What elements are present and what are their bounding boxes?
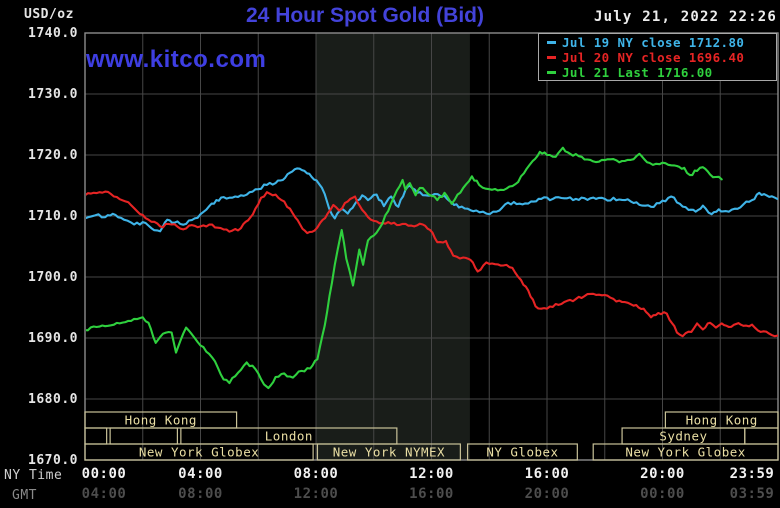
x-tick-label-gmt: 20:00 [524,486,570,502]
y-axis-label: 1710.0 [28,209,78,224]
y-axis-label: 1700.0 [28,270,78,285]
x-tick-label-ny: 16:00 [524,466,570,482]
ny-time-axis-label: NY Time [4,468,63,483]
price-line-2 [86,190,778,338]
legend-entry-label: Jul 19 NY close 1712.80 [562,35,745,50]
legend-color-dash-icon [547,41,556,44]
legend-entry: Jul 19 NY close 1712.80 [539,35,776,50]
session-label: NY Globex [486,445,558,460]
session-box: New York Globex [84,443,314,461]
y-axis-label: 1730.0 [28,87,78,102]
legend-color-dash-icon [547,56,556,59]
y-axis-label: 1740.0 [28,26,78,41]
session-box: New York Globex [592,443,779,461]
session-label: New York Globex [625,445,745,460]
session-box: NY Globex [466,443,578,461]
x-tick-label-gmt: 16:00 [409,486,454,502]
y-axis-label: 1720.0 [28,148,78,163]
session-label: New York Globex [139,445,259,460]
y-axis-label: 1680.0 [28,392,78,407]
gmt-axis-label: GMT [12,488,37,503]
legend-entry-label: Jul 21 Last 1716.00 [562,65,713,80]
legend: Jul 19 NY close 1712.80 Jul 20 NY close 1… [538,33,777,81]
x-tick-label-ny: 12:00 [409,466,454,482]
x-tick-label-ny: 04:00 [178,466,223,482]
timestamp: July 21, 2022 22:26 [594,9,777,25]
x-tick-label-gmt: 12:00 [293,486,339,502]
legend-entry: Jul 20 NY close 1696.40 [539,50,776,65]
session-label: Hong Kong [125,413,197,428]
session-box: New York NYMEX [316,443,461,461]
kitco-watermark: www.kitco.com [86,46,267,73]
price-line-1 [86,167,778,233]
x-tick-label-ny: 08:00 [293,466,339,482]
legend-entry-label: Jul 20 NY close 1696.40 [562,50,745,65]
session-label: London [265,429,313,444]
unit-label: USD/oz [24,7,74,22]
session-box: Hong Kong [84,411,238,429]
session-box [744,427,779,445]
session-box: Sydney [621,427,746,445]
page-title: 24 Hour Spot Gold (Bid) [246,4,484,27]
session-label: Sydney [659,429,707,444]
session-box [84,427,108,445]
x-tick-label-gmt: 00:00 [640,486,685,502]
session-box: Hong Kong [664,411,779,429]
price-line-3 [86,146,723,390]
x-tick-label-gmt: 08:00 [178,486,223,502]
x-tick-label-ny: 23:59 [729,466,775,482]
session-label: Hong Kong [686,413,758,428]
session-box [109,427,178,445]
legend-color-dash-icon [547,71,556,74]
x-tick-label-gmt: 04:00 [81,486,127,502]
y-axis-label: 1690.0 [28,331,78,346]
x-tick-label-ny: 00:00 [81,466,127,482]
x-tick-label-ny: 20:00 [640,466,685,482]
y-axis-label: 1670.0 [28,453,78,468]
legend-entry: Jul 21 Last 1716.00 [539,65,776,80]
x-tick-label-gmt: 03:59 [729,486,775,502]
session-label: New York NYMEX [333,445,445,460]
